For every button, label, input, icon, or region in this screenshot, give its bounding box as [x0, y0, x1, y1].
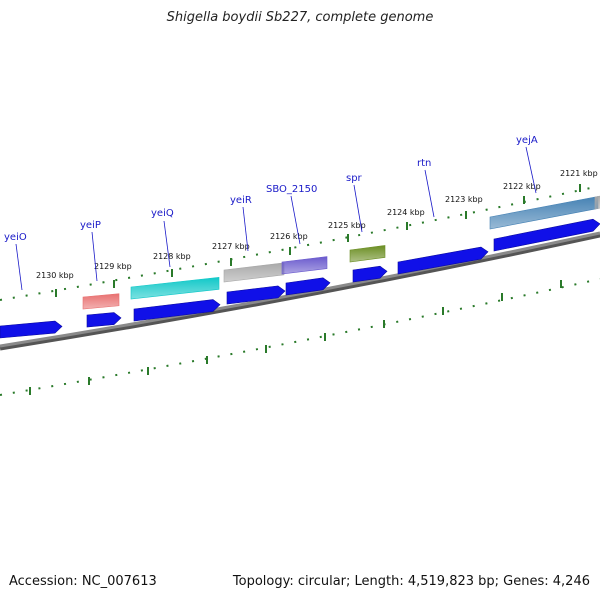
gene-arrow-spr — [352, 265, 388, 283]
feature-bar-SBO_2150 — [281, 256, 328, 275]
gene-arrow-yeiR — [226, 285, 286, 305]
map-title: Shigella boydii Sb227, complete genome — [166, 10, 434, 25]
feature-bar-spr — [349, 245, 386, 263]
tick-label: 2122 kbp — [503, 182, 541, 191]
leader-line-yeiR — [242, 206, 249, 252]
feature-bar-yeiP — [82, 293, 120, 310]
leader-line-yeiO — [15, 243, 23, 291]
gene-label-rtn: rtn — [417, 158, 431, 169]
leader-line-SBO_2150 — [290, 195, 301, 245]
gene-label-yeiR: yeiR — [230, 195, 252, 206]
genome-summary-text: Topology: circular; Length: 4,519,823 bp… — [232, 574, 590, 589]
leader-line-spr — [353, 184, 363, 233]
gene-arrow-yeiP — [86, 312, 122, 328]
leader-line-rtn — [424, 169, 435, 218]
leader-line-yeiP — [91, 231, 98, 282]
gene-arrow-SBO_2150 — [285, 277, 331, 296]
leader-line-yejA — [525, 146, 537, 194]
genome-backbone — [0, 231, 600, 348]
feature-bar-unlabeled-edge — [594, 195, 600, 210]
gene-label-spr: spr — [346, 173, 363, 184]
gene-arrow-yeiO — [0, 320, 63, 339]
gene-label-yeiO: yeiO — [4, 232, 27, 243]
tick-label: 2125 kbp — [328, 221, 366, 230]
gene-label-yeiP: yeiP — [80, 220, 101, 231]
feature-bar-yeiQ — [130, 276, 220, 300]
tick-label: 2123 kbp — [445, 195, 483, 204]
tick-label: 2129 kbp — [94, 262, 132, 271]
feature-bar-yeiR — [223, 262, 285, 283]
genome-backbone-shadow — [0, 232, 600, 351]
gene-arrow-yeiQ — [133, 299, 221, 322]
tick-label: 2130 kbp — [36, 271, 74, 280]
gene-label-yejA: yejA — [516, 135, 538, 146]
tick-label: 2127 kbp — [212, 242, 250, 251]
gene-label-yeiQ: yeiQ — [151, 208, 174, 219]
leader-line-yeiQ — [163, 220, 171, 268]
gene-arrow-yejA — [493, 218, 600, 252]
tick-label: 2124 kbp — [387, 208, 425, 217]
accession-text: Accession: NC_007613 — [9, 574, 157, 589]
tick-label: 2128 kbp — [153, 252, 191, 261]
tick-label: 2126 kbp — [270, 232, 308, 241]
tick-label: 2121 kbp — [560, 169, 598, 178]
gene-label-SBO_2150: SBO_2150 — [266, 184, 317, 195]
gene-arrow-rtn — [397, 246, 489, 275]
